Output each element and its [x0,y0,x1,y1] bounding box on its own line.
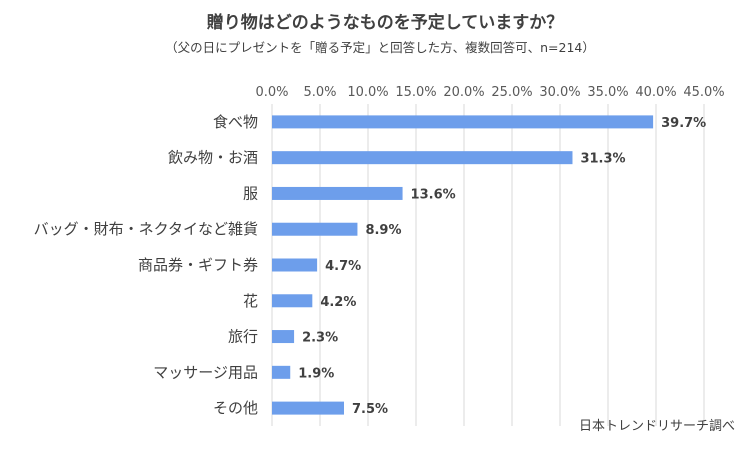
category-label: 商品券・ギフト券 [138,256,258,274]
data-label: 4.7% [325,259,361,274]
data-label: 13.6% [411,187,456,202]
chart-subtitle: （父の日にプレゼントを「贈る予定」と回答した方、複数回答可、n=214） [165,40,595,55]
data-label: 1.9% [298,366,334,381]
source-note: 日本トレンドリサーチ調べ [579,419,735,434]
category-label: バッグ・財布・ネクタイなど雑貨 [34,220,258,238]
x-tick-label: 45.0% [683,85,724,100]
category-label: マッサージ用品 [153,363,258,381]
category-label: 旅行 [228,328,258,346]
x-tick-label: 5.0% [303,85,336,100]
category-label: 服 [243,184,258,202]
data-label: 31.3% [580,152,625,167]
x-axis-ticks: 0.0% 5.0% 10.0% 15.0% 20.0% 25.0% 30.0% 35.0% 40… [255,85,724,100]
data-label: 7.5% [352,402,388,417]
data-label: 39.7% [661,116,706,131]
bar [272,294,313,308]
x-tick-label: 15.0% [395,85,436,100]
x-tick-label: 35.0% [587,85,628,100]
x-tick-label: 10.0% [347,85,388,100]
bar [272,151,573,165]
category-labels: 食べ物飲み物・お酒服バッグ・財布・ネクタイなど雑貨商品券・ギフト券花旅行マッサー… [34,113,258,417]
x-tick-label: 40.0% [635,85,676,100]
bar [272,115,654,129]
x-tick-label: 20.0% [443,85,484,100]
chart-title: 贈り物はどのようなものを予定していますか？ [207,12,564,33]
category-label: その他 [213,399,258,417]
bar [272,365,291,379]
bar [272,186,403,200]
bar [272,401,344,415]
bars [272,115,654,415]
data-label: 4.2% [320,295,356,310]
x-tick-label: 25.0% [491,85,532,100]
category-label: 食べ物 [213,113,258,131]
category-label: 飲み物・お酒 [168,149,258,167]
data-label: 2.3% [302,331,338,346]
bar [272,258,318,272]
x-tick-label: 30.0% [539,85,580,100]
bar [272,330,295,344]
data-labels: 39.7% 31.3% 13.6% 8.9% 4.7% 4.2% 2.3% 1.9% 7.5% [298,116,706,417]
bar [272,222,358,236]
x-tick-label: 0.0% [255,85,288,100]
data-label: 8.9% [365,223,401,238]
category-label: 花 [243,292,258,310]
